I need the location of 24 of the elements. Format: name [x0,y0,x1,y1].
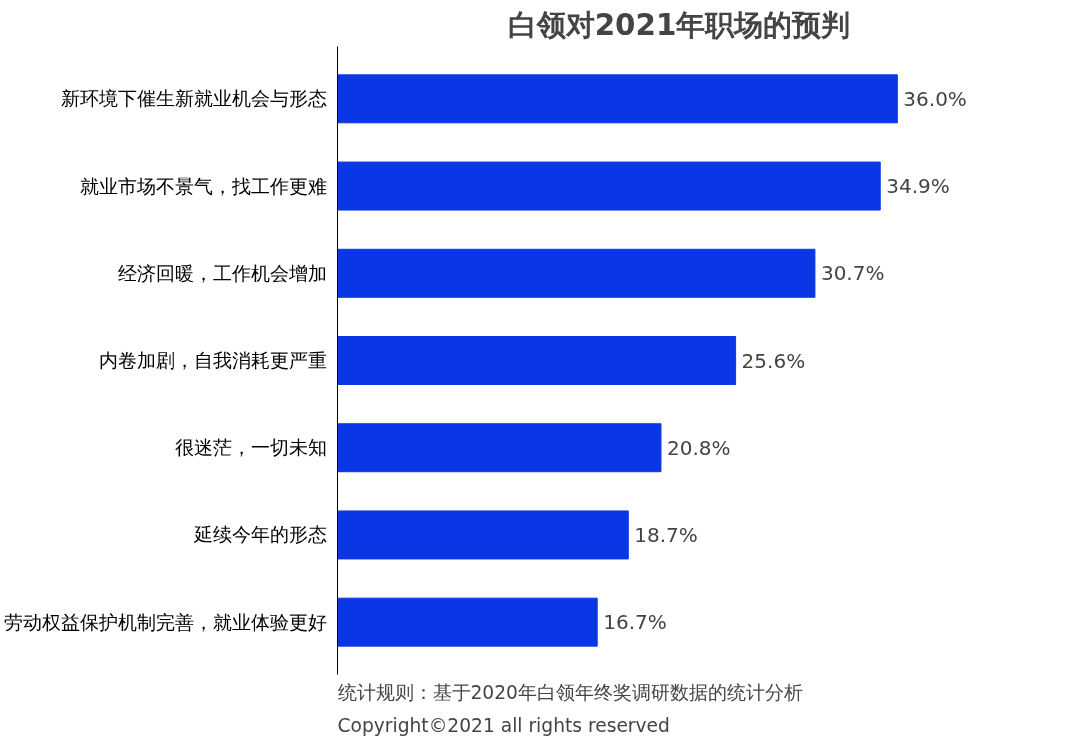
data-label: 20.8% [666,435,731,460]
bar [337,336,737,385]
y-tick-label: 延续今年的形态 [192,524,327,546]
data-label: 18.7% [634,522,698,547]
bar [337,161,881,211]
bar [337,423,662,473]
data-label: 16.7% [603,610,667,635]
y-tick-label: 内卷加剧，自我消耗更严重 [98,350,327,371]
data-label: 25.6% [741,348,806,373]
y-tick-label: 新环境下催生新就业机会与形态 [60,88,327,110]
bar [337,597,598,647]
text: Copyright©2021 all rights reserved [337,714,670,736]
y-tick-label: 劳动权益保护机制完善，就业体验更好 [3,611,327,633]
chart-title: 白领对2021年职场的预判 [507,7,851,42]
bar [337,510,629,560]
bar [337,248,816,298]
data-label: 34.9% [886,174,950,199]
text: 统计规则：基于2020年白领年终奖调研数据的统计分析 [337,681,803,703]
y-tick-label: 很迷茫，一切未知 [174,437,327,459]
data-label: 30.7% [820,261,885,286]
bar [337,74,898,124]
y-tick-label: 就业市场不景气，找工作更难 [79,175,327,197]
y-tick-label: 经济回暖，工作机会增加 [117,262,327,284]
data-label: 36.0% [903,86,967,111]
